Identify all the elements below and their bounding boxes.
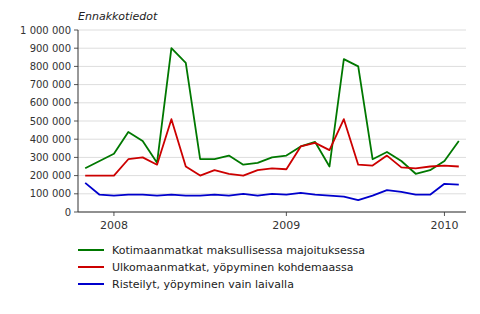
grid-line <box>78 102 466 103</box>
y-tick <box>74 193 78 194</box>
series-line <box>85 119 459 175</box>
chart: 0 100 000 200 000 300 000 400 000 500 000 600 … <box>0 0 480 314</box>
x-tick <box>113 212 114 216</box>
y-tick <box>74 121 78 122</box>
x-axis-line <box>78 212 466 213</box>
y-axis-line <box>78 30 79 212</box>
grid-line <box>78 30 466 31</box>
y-tick <box>74 84 78 85</box>
x-tick-label: 2009 <box>272 219 300 232</box>
grid-line <box>78 121 466 122</box>
y-tick-labels: 0 100 000 200 000 300 000 400 000 500 000 600 … <box>20 25 78 218</box>
x-tick-labels: 2008 2009 2010 <box>100 212 459 232</box>
y-tick-label: 700 000 <box>30 79 71 90</box>
y-tick-label: 200 000 <box>30 170 71 181</box>
y-tick <box>74 66 78 67</box>
legend: Kotimaanmatkat maksullisessa majoitukses… <box>78 244 365 291</box>
grid-line <box>78 212 466 213</box>
series-lines <box>85 48 459 200</box>
y-tick-label: 400 000 <box>30 134 71 145</box>
grid-line <box>78 48 466 49</box>
y-tick-label: 900 000 <box>30 43 71 54</box>
y-tick-label: 600 000 <box>30 97 71 108</box>
y-tick-label: 1 000 000 <box>20 25 71 36</box>
grid-line <box>78 139 466 140</box>
grid-line <box>78 66 466 67</box>
grid-line <box>78 84 466 85</box>
x-tick <box>444 212 445 216</box>
legend-label: Risteilyt, yöpyminen vain laivalla <box>112 278 294 291</box>
legend-swatch <box>78 266 104 268</box>
y-tick-label: 800 000 <box>30 61 71 72</box>
y-tick <box>74 175 78 176</box>
y-tick <box>74 48 78 49</box>
y-tick-label: 500 000 <box>30 116 71 127</box>
y-tick-label: 100 000 <box>30 188 71 199</box>
legend-label: Ulkomaanmatkat, yöpyminen kohdemaassa <box>112 261 354 274</box>
y-tick <box>74 139 78 140</box>
legend-swatch <box>78 249 104 251</box>
y-tick <box>74 212 78 213</box>
annotation: Ennakkotiedot <box>78 10 158 23</box>
series-line <box>85 48 459 174</box>
grid-line <box>78 175 466 176</box>
y-tick-label: 300 000 <box>30 152 71 163</box>
y-grid <box>78 30 466 212</box>
y-tick <box>74 157 78 158</box>
y-tick <box>74 30 78 31</box>
y-tick-label: 0 <box>65 207 71 218</box>
legend-label: Kotimaanmatkat maksullisessa majoitukses… <box>112 244 365 257</box>
x-tick-label: 2008 <box>100 219 128 232</box>
legend-swatch <box>78 283 104 285</box>
y-tick <box>74 102 78 103</box>
series-line <box>85 183 459 200</box>
chart-container: 0 100 000 200 000 300 000 400 000 500 000 600 … <box>0 0 480 314</box>
x-tick-label: 2010 <box>430 219 458 232</box>
x-tick <box>286 212 287 216</box>
